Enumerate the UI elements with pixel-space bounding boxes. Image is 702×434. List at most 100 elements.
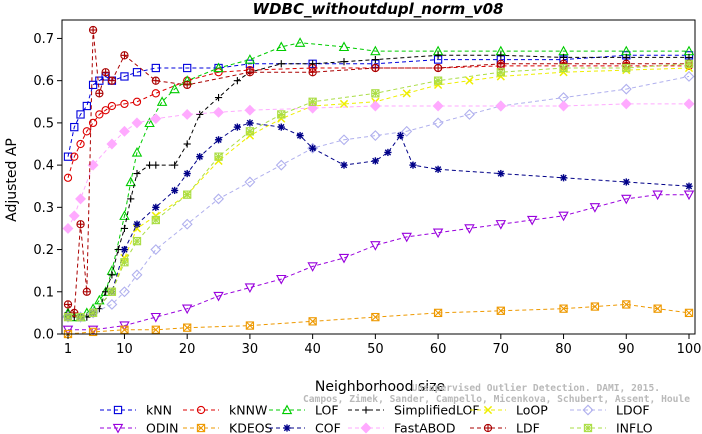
data-point-inflo: [63, 312, 73, 322]
data-point-inflo: [684, 59, 694, 68]
data-point-inflo: [245, 127, 255, 136]
data-point-kdeos: [559, 304, 568, 313]
data-point-knnw: [63, 173, 73, 182]
data-point-fastabod: [181, 108, 193, 120]
data-point-inflo: [120, 258, 129, 267]
series-ldf: [63, 25, 694, 318]
data-point-cof: [196, 153, 204, 161]
data-point-knn: [76, 110, 85, 119]
data-point-ldf: [107, 76, 117, 85]
data-point-cof: [171, 186, 179, 195]
legend-item-kdeos: KDEOS: [183, 421, 273, 434]
data-point-fastabod: [68, 210, 80, 222]
data-point-odin: [181, 304, 193, 315]
data-point-lof: [119, 210, 130, 220]
data-point-cof: [434, 165, 442, 173]
data-point-odin: [307, 262, 318, 272]
legend-label: KDEOS: [229, 421, 273, 434]
series-fastabod: [62, 98, 695, 234]
series-line-lof: [67, 42, 689, 318]
y-axis-label: Adjusted AP: [4, 138, 20, 222]
data-point-ldof: [683, 70, 695, 82]
series-line-ldof: [68, 75, 690, 318]
data-point-inflo: [88, 308, 98, 318]
data-point-knnw: [70, 152, 79, 161]
data-point-odin: [464, 224, 475, 234]
plot-frame: [61, 19, 696, 335]
data-point-cof: [340, 161, 348, 169]
data-point-knnw: [88, 118, 98, 128]
data-point-odin: [276, 274, 287, 285]
data-point-ldof: [118, 286, 130, 298]
x-tick-label: 70: [493, 342, 510, 357]
data-point-knn: [245, 59, 255, 68]
x-axis-label: Neighborhood size: [315, 379, 445, 395]
data-point-odin: [495, 220, 507, 230]
data-point-fastabod: [62, 222, 74, 234]
data-point-fastabod: [683, 98, 695, 110]
data-point-loop: [465, 76, 474, 85]
legend-marker: [583, 423, 593, 433]
data-point-odin: [213, 291, 224, 302]
plot-area: [62, 25, 695, 339]
data-point-knnw: [76, 139, 85, 149]
data-point-simplifiedlof: [497, 51, 505, 59]
data-point-cof: [497, 169, 505, 178]
data-point-inflo: [132, 236, 142, 246]
data-point-ldf: [433, 63, 443, 73]
data-point-fastabod: [244, 104, 256, 116]
data-point-ldof: [181, 218, 193, 230]
data-point-cof: [246, 119, 254, 127]
data-point-odin: [432, 228, 444, 239]
y-tick-label: 0.7: [33, 32, 54, 47]
data-point-cof: [396, 131, 405, 140]
legend-label: INFLO: [616, 421, 653, 434]
data-point-cof: [559, 174, 568, 182]
series-line-inflo: [68, 63, 690, 318]
series-line-simplifiedlof: [67, 54, 689, 318]
series-inflo: [63, 59, 694, 322]
data-point-fastabod: [558, 100, 570, 112]
data-point-kdeos: [590, 302, 600, 311]
x-tick-label: 60: [430, 342, 447, 357]
data-point-inflo: [308, 97, 317, 106]
legend-label: LDF: [516, 421, 540, 434]
data-point-odin: [558, 211, 569, 222]
data-point-ldf: [88, 25, 98, 35]
x-tick-label: 1: [64, 342, 72, 357]
series-line-cof: [68, 122, 690, 318]
legend-marker: [483, 405, 493, 415]
data-point-simplifiedlof: [120, 224, 129, 233]
data-point-ldof: [106, 298, 118, 310]
data-point-ldf: [70, 308, 79, 318]
data-point-inflo: [622, 63, 631, 73]
data-point-lof: [131, 146, 143, 157]
y-tick-label: 0.1: [33, 285, 54, 300]
data-point-lof: [156, 96, 168, 106]
y-tick-label: 0.6: [33, 74, 54, 89]
data-point-knn: [88, 80, 98, 90]
data-point-cof: [384, 148, 392, 157]
data-point-simplifiedlof: [309, 60, 317, 68]
legend-label: FastABOD: [394, 421, 456, 434]
x-tick-label: 50: [367, 342, 384, 357]
data-point-ldf: [183, 80, 192, 90]
legend-item-ldof: LDOF: [570, 403, 650, 418]
y-tick-label: 0.4: [33, 159, 54, 174]
x-tick-label: 80: [555, 342, 572, 357]
data-point-kdeos: [371, 312, 380, 322]
legend-label: LDOF: [616, 403, 650, 418]
legend-label: LOF: [315, 403, 339, 418]
data-point-simplifiedlof: [183, 140, 191, 148]
data-point-kdeos: [653, 304, 662, 313]
data-point-ldof: [369, 130, 381, 142]
data-point-ldf: [308, 68, 317, 77]
data-point-simplifiedlof: [371, 55, 379, 64]
data-point-kdeos: [622, 300, 631, 309]
data-point-loop: [402, 89, 411, 98]
data-point-odin: [526, 215, 538, 226]
x-tick-label: 20: [179, 342, 196, 357]
legend-marker: [196, 405, 206, 415]
data-point-loop: [339, 99, 349, 109]
data-point-simplifiedlof: [214, 93, 223, 102]
